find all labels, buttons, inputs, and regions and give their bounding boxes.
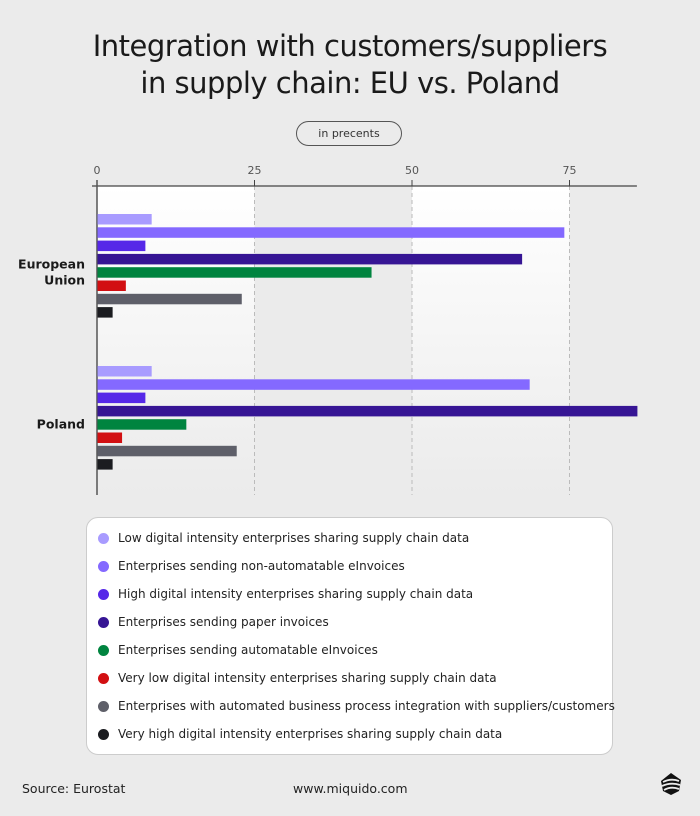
legend-swatch-icon	[98, 728, 109, 740]
legend-item: Enterprises with automated business proc…	[98, 699, 615, 713]
bar-poland-2	[97, 392, 146, 404]
legend: Low digital intensity enterprises sharin…	[86, 517, 615, 755]
bar-poland-7	[97, 459, 113, 470]
x-tick-label: 50	[405, 164, 419, 177]
bar-poland-4	[97, 419, 187, 430]
legend-item: High digital intensity enterprises shari…	[98, 587, 473, 601]
unit-label: in precents	[296, 121, 402, 146]
title-line-2: in supply chain: EU vs. Poland	[140, 66, 560, 100]
category-label: European	[18, 256, 85, 271]
category-label: Union	[44, 272, 85, 287]
bar-eu-6	[97, 293, 242, 305]
legend-label: Enterprises sending non-automatable eInv…	[118, 559, 405, 573]
bar-eu-7	[97, 307, 113, 318]
chart-title: Integration with customers/suppliers in …	[0, 28, 700, 102]
legend-label: Enterprises sending automatable eInvoice…	[118, 643, 378, 657]
legend-item: Enterprises sending non-automatable eInv…	[98, 559, 405, 573]
bar-eu-0	[97, 214, 152, 225]
website-link[interactable]: www.miquido.com	[293, 781, 408, 796]
legend-swatch-icon	[98, 672, 109, 684]
miquido-logo-icon	[661, 773, 681, 795]
legend-swatch-icon	[98, 560, 109, 572]
legend-item: Very high digital intensity enterprises …	[98, 727, 502, 741]
legend-swatch-icon	[98, 588, 109, 600]
legend-label: Enterprises sending paper invoices	[118, 615, 329, 629]
bar-eu-2	[97, 240, 146, 252]
legend-label: Very high digital intensity enterprises …	[118, 727, 503, 741]
source-text: Source: Eurostat	[22, 781, 126, 796]
legend-label: High digital intensity enterprises shari…	[118, 587, 474, 601]
legend-label: Very low digital intensity enterprises s…	[118, 671, 497, 685]
legend-swatch-icon	[98, 700, 109, 712]
bar-poland-3	[97, 405, 638, 417]
bar-eu-5	[97, 280, 126, 291]
x-tick-label: 25	[248, 164, 262, 177]
category-label: Poland	[37, 416, 85, 431]
x-tick-label: 75	[563, 164, 577, 177]
legend-label: Low digital intensity enterprises sharin…	[118, 531, 470, 545]
bar-eu-4	[97, 267, 372, 278]
x-tick-label: 0	[94, 164, 101, 177]
bar-eu-3	[97, 253, 523, 265]
legend-label: Enterprises with automated business proc…	[118, 699, 615, 713]
legend-swatch-icon	[98, 616, 109, 628]
legend-item: Low digital intensity enterprises sharin…	[98, 531, 469, 545]
legend-item: Enterprises sending automatable eInvoice…	[98, 643, 378, 657]
legend-item: Enterprises sending paper invoices	[98, 615, 329, 629]
bar-poland-0	[97, 366, 152, 377]
bar-poland-5	[97, 432, 123, 443]
title-line-1: Integration with customers/suppliers	[92, 29, 608, 63]
legend-swatch-icon	[98, 532, 109, 544]
bar-poland-6	[97, 445, 237, 457]
legend-item: Very low digital intensity enterprises s…	[98, 671, 497, 685]
bar-poland-1	[97, 379, 530, 390]
bar-eu-1	[97, 227, 565, 238]
legend-swatch-icon	[98, 644, 109, 656]
